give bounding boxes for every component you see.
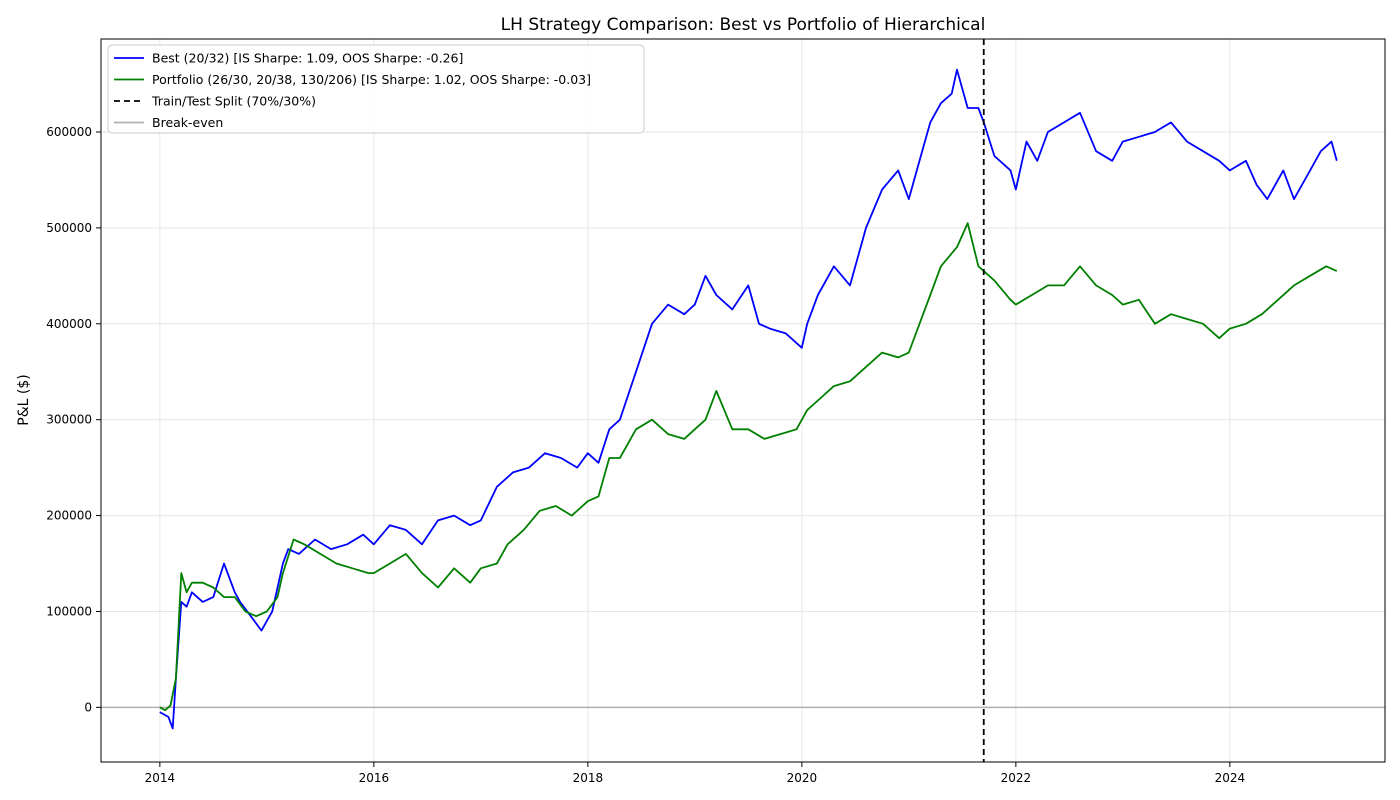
x-tick-label: 2016	[359, 771, 390, 785]
legend: Best (20/32) [IS Sharpe: 1.09, OOS Sharp…	[107, 44, 645, 134]
x-tick-label: 2014	[145, 771, 176, 785]
y-axis-label: P&L ($)	[16, 374, 32, 425]
y-tick-label: 300000	[46, 413, 92, 427]
x-tick-label: 2024	[1215, 771, 1246, 785]
legend-entry-portfolio-label: Portfolio (26/30, 20/38, 130/206) [IS Sh…	[152, 72, 591, 87]
series-line-best	[159, 68, 1338, 730]
chart-title: LH Strategy Comparison: Best vs Portfoli…	[501, 15, 986, 35]
legend-entry-best-label: Best (20/32) [IS Sharpe: 1.09, OOS Sharp…	[152, 51, 463, 66]
y-tick-label: 500000	[46, 221, 92, 235]
y-tick-label: 400000	[46, 317, 92, 331]
y-tick-label: 100000	[46, 604, 92, 618]
legend-entry-split-label: Train/Test Split (70%/30%)	[151, 94, 316, 109]
series-line-portfolio	[159, 222, 1338, 712]
plot-frame	[100, 38, 1386, 763]
x-tick-label: 2020	[787, 771, 818, 785]
y-tick-label: 200000	[46, 509, 92, 523]
y-tick-label: 600000	[46, 125, 92, 139]
plot-area: 2014 2016 2018 2020 2022 2024 0 100000 200000 300…	[46, 38, 1386, 785]
x-tick-label: 2018	[573, 771, 604, 785]
legend-entry-break-even-label: Break-even	[152, 115, 223, 130]
y-tick-label: 0	[84, 700, 92, 714]
legend-box	[107, 44, 645, 134]
x-tick-label: 2022	[1001, 771, 1032, 785]
